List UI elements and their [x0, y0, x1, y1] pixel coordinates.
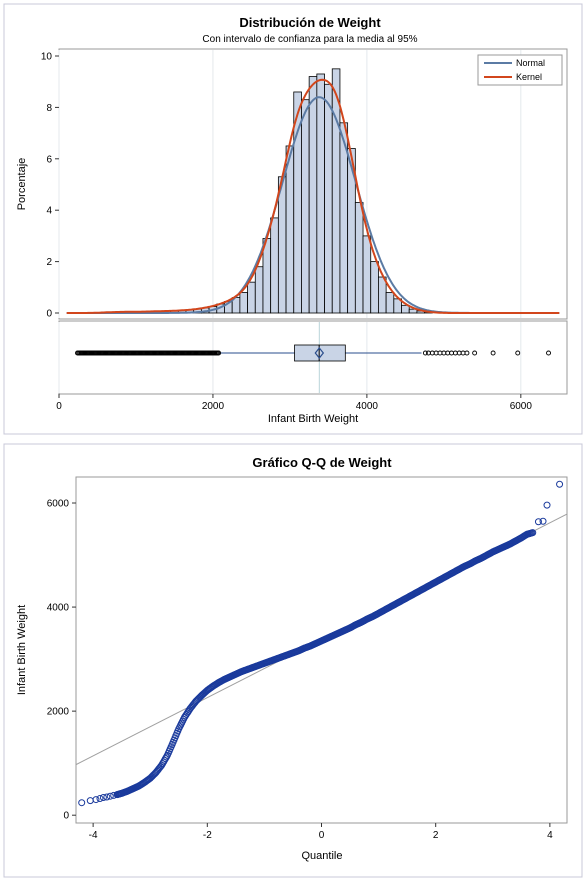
qq-title: Gráfico Q-Q de Weight [252, 455, 392, 470]
qq-x-label: Quantile [302, 850, 343, 862]
histogram-bar [254, 266, 264, 314]
outlier-point [472, 350, 478, 356]
qq-point [556, 480, 564, 488]
histogram-bar [301, 99, 310, 314]
qq-point [162, 753, 170, 761]
qq-point [92, 796, 100, 804]
histogram-bar [247, 281, 256, 314]
histogram-y-tick-label: 6 [46, 154, 52, 165]
histogram-title: Distribución de Weight [239, 15, 381, 30]
boxplot [75, 322, 551, 393]
qq-plot-area [75, 476, 568, 824]
histogram-bar [378, 276, 387, 314]
histogram-bar [385, 292, 395, 314]
outlier-point [422, 350, 428, 356]
histogram-y-tick-label: 4 [46, 206, 52, 217]
qq-point [106, 792, 114, 800]
outlier-point [216, 350, 222, 356]
histogram-x-tick-label: 4000 [356, 401, 379, 412]
histogram-y-tick-label: 0 [46, 309, 52, 320]
qq-y-ticks: 0 2000 4000 6000 [47, 499, 76, 822]
qq-point [103, 793, 111, 801]
histogram-x-tick-label: 2000 [202, 401, 225, 412]
legend: Normal Kernel [477, 54, 563, 86]
histogram-x-tick-label: 6000 [510, 401, 533, 412]
histogram-bar [270, 217, 279, 314]
histogram-bar [362, 235, 372, 314]
box [294, 344, 346, 362]
histogram-x-ticks: 0 2000 4000 6000 [56, 394, 532, 412]
histogram-y-label: Porcentaje [16, 158, 28, 211]
outlier-point [464, 350, 470, 356]
histogram-bar [324, 83, 333, 314]
legend-normal-label: Normal [516, 58, 545, 68]
qq-point [96, 795, 104, 803]
legend-kernel-label: Kernel [516, 72, 542, 82]
histogram-subtitle: Con intervalo de confianza para la media… [202, 34, 417, 45]
qq-y-tick-label: 0 [63, 811, 69, 822]
qq-point [78, 799, 86, 807]
qq-point [529, 529, 537, 537]
qq-x-ticks: -4 -2 0 2 4 [89, 823, 553, 841]
outlier-point [515, 350, 521, 356]
qq-point [543, 501, 551, 509]
qq-y-label: Infant Birth Weight [16, 605, 28, 695]
qq-y-tick-label: 4000 [47, 603, 70, 614]
histogram-bar [370, 261, 379, 314]
histogram-y-tick-label: 2 [46, 257, 52, 268]
histogram-bar [354, 202, 364, 314]
qq-x-tick-label: 4 [547, 830, 553, 841]
histogram-gridlines [58, 50, 522, 393]
legend-box [477, 54, 563, 86]
histogram-bar [239, 292, 248, 314]
qq-point [99, 794, 107, 802]
outlier-point [490, 350, 496, 356]
qq-x-tick-label: 2 [433, 830, 439, 841]
qq-y-tick-label: 6000 [47, 499, 70, 510]
histogram-y-ticks: 0 2 4 6 8 10 [41, 52, 59, 320]
kernel-curve [66, 78, 560, 314]
mean-marker [314, 347, 325, 359]
qq-points [78, 480, 564, 807]
histogram-panel: Distribución de Weight Con intervalo de … [3, 3, 583, 435]
qq-y-tick-label: 2000 [47, 707, 70, 718]
histogram-x-tick-label: 0 [56, 401, 62, 412]
qq-point [534, 518, 542, 526]
histogram-y-tick-label: 10 [41, 52, 53, 63]
histogram-x-label: Infant Birth Weight [268, 413, 358, 425]
histogram-y-tick-label: 8 [46, 103, 52, 114]
histogram-bar [308, 76, 318, 314]
histogram-bar [285, 145, 295, 314]
qq-panel: Gráfico Q-Q de Weight 0 2000 4000 6000 -4 -2… [3, 443, 583, 878]
qq-x-tick-label: 0 [319, 830, 325, 841]
histogram-bar [316, 73, 325, 314]
qq-point [539, 517, 547, 525]
qq-x-tick-label: -2 [203, 830, 212, 841]
outlier-point [546, 350, 551, 356]
histogram-bar [277, 176, 287, 314]
qq-x-tick-label: -4 [89, 830, 98, 841]
